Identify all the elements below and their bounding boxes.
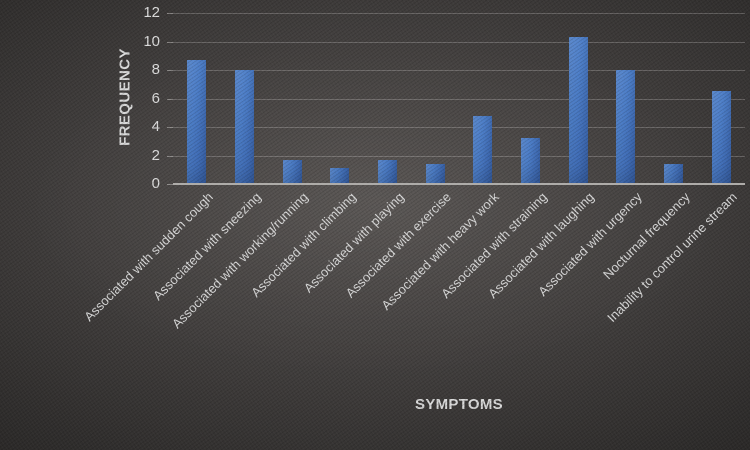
frequency-bar (664, 164, 683, 184)
y-tick-label: 6 (151, 89, 160, 107)
y-tick-label: 0 (151, 175, 160, 192)
gridline (173, 41, 745, 43)
frequency-bar (711, 91, 731, 184)
gridline (173, 13, 745, 14)
gridline (173, 98, 745, 100)
y-tick-label: 12 (143, 4, 160, 21)
y-axis-tick (167, 70, 173, 71)
y-tick-label: 8 (151, 61, 160, 78)
gridline (173, 127, 745, 128)
frequency-bar (235, 70, 254, 184)
y-axis-tick (167, 41, 173, 43)
y-tick-label: 2 (151, 146, 160, 164)
frequency-bar (616, 70, 636, 184)
frequency-bar (282, 159, 302, 184)
frequency-bar (568, 37, 588, 184)
x-axis-line (173, 183, 745, 185)
gridline (173, 155, 745, 157)
plot-area (167, 13, 745, 185)
frequency-bar (378, 159, 397, 184)
gridline (173, 70, 745, 71)
frequency-bar (473, 115, 493, 184)
frequency-bar (425, 164, 445, 184)
y-axis-tick (167, 184, 173, 185)
y-tick-label: 10 (143, 32, 160, 50)
frequency-bar (521, 138, 540, 184)
x-axis-title: SYMPTOMS (415, 396, 503, 413)
y-tick-label: 4 (151, 118, 160, 135)
y-axis-tick (167, 127, 173, 128)
frequency-bar (330, 168, 350, 184)
y-axis-tick (167, 13, 173, 14)
y-axis-tick (167, 155, 173, 157)
y-axis-tick (167, 98, 173, 100)
frequency-bar (187, 60, 207, 184)
